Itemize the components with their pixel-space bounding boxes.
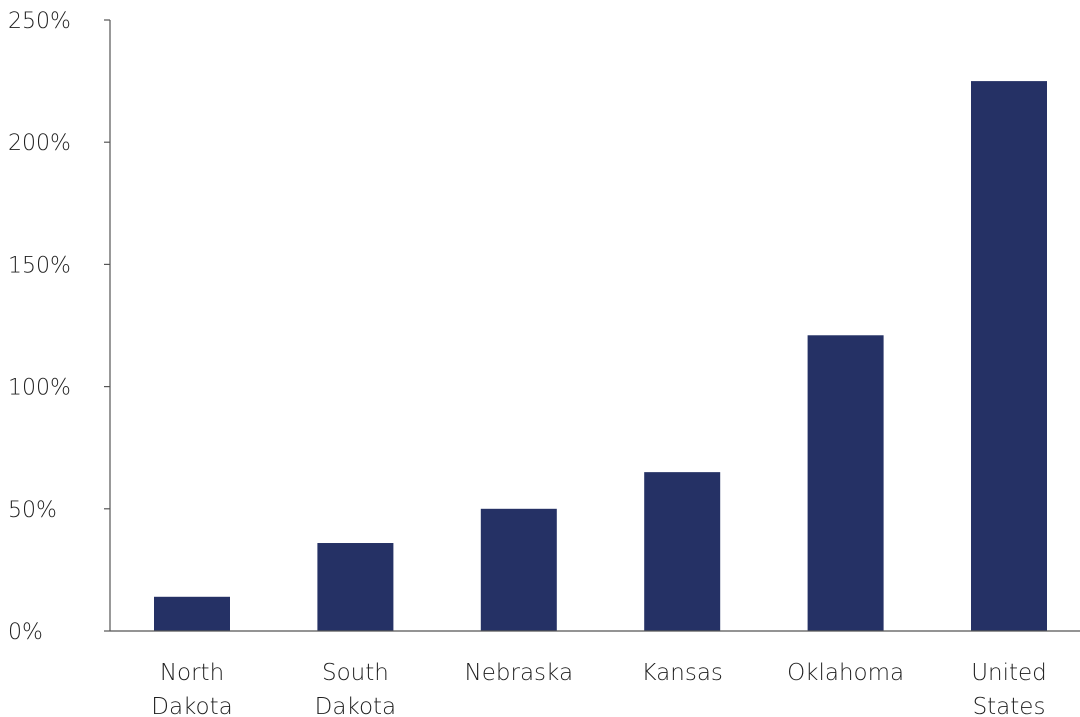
x-tick-label-line: States <box>973 694 1046 717</box>
y-tick-label: 200% <box>8 131 71 156</box>
y-tick-label: 100% <box>8 376 71 401</box>
x-tick-label-line: Nebraska <box>465 660 574 686</box>
bars <box>154 81 1047 632</box>
y-axis: 0% 50% 100% 150% 200% 250% <box>8 9 111 645</box>
x-tick-label: Oklahoma <box>787 660 904 686</box>
x-tick-label: North Dakota <box>151 660 233 717</box>
x-tick-label-line: Dakota <box>151 694 233 717</box>
bar-north-dakota <box>154 596 230 631</box>
x-tick-label-line: North <box>160 660 224 686</box>
y-tick-label: 50% <box>8 498 57 523</box>
y-tick-label: 250% <box>8 9 71 34</box>
bar-nebraska <box>480 508 557 631</box>
x-tick-label: Kansas <box>641 660 722 686</box>
x-axis: North Dakota South Dakota Nebraska Kansas Okla… <box>110 630 1080 717</box>
x-tick-label: South Dakota <box>315 660 397 717</box>
x-tick-label: United States <box>971 660 1047 717</box>
bar-kansas <box>644 472 721 631</box>
x-tick-label-line: Oklahoma <box>787 660 904 686</box>
y-tick-label: 0% <box>8 620 43 645</box>
x-tick-label-line: Dakota <box>315 694 397 717</box>
bar-oklahoma <box>807 335 884 631</box>
x-tick-label: Nebraska <box>465 660 574 686</box>
x-tick-label-line: Kansas <box>641 660 722 686</box>
y-tick-label: 150% <box>8 253 71 278</box>
x-tick-label-line: United <box>971 660 1047 686</box>
bar-south-dakota <box>317 543 394 631</box>
x-tick-label-line: South <box>322 660 389 686</box>
bar-united-states <box>971 81 1047 632</box>
